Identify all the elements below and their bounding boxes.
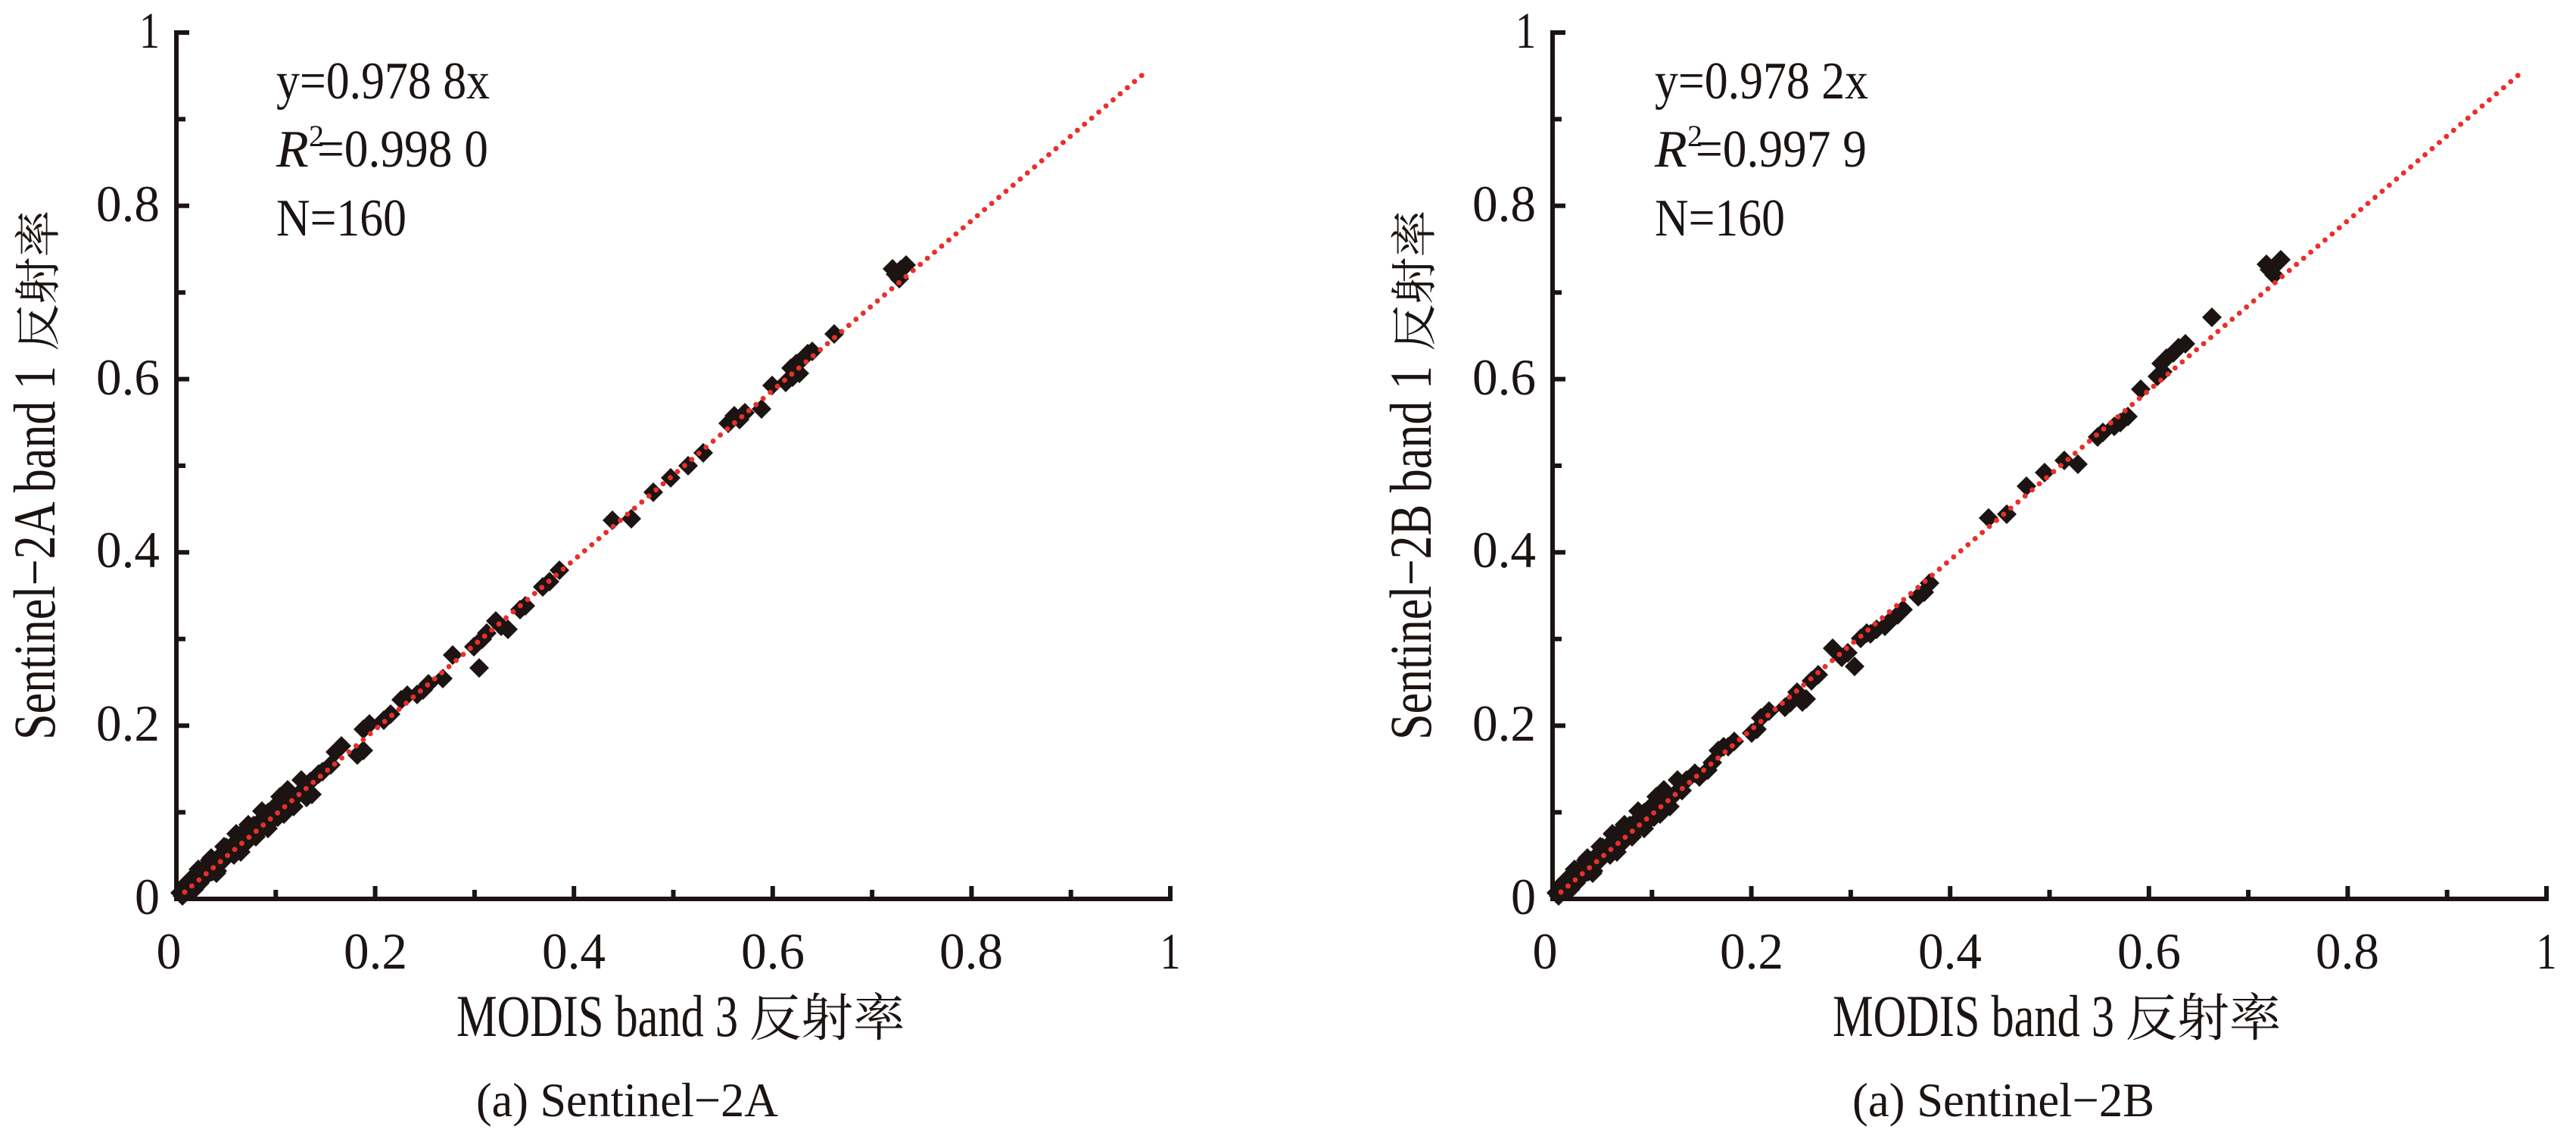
- svg-text:0.6: 0.6: [2117, 922, 2181, 980]
- svg-text:0.8: 0.8: [1472, 175, 1536, 232]
- svg-text:0.6: 0.6: [96, 348, 160, 406]
- svg-text:0.4: 0.4: [542, 922, 606, 980]
- svg-text:2: 2: [1687, 119, 1702, 153]
- svg-text:0.8: 0.8: [96, 175, 160, 232]
- svg-text:Sentinel−2A band 1: Sentinel−2A band 1: [2, 366, 67, 740]
- svg-text:1: 1: [2537, 922, 2557, 980]
- svg-text:N=160: N=160: [276, 189, 406, 248]
- svg-text:0: 0: [1533, 922, 1558, 980]
- svg-text:Sentinel−2B band 1: Sentinel−2B band 1: [1378, 366, 1444, 740]
- svg-text:R: R: [1654, 120, 1687, 179]
- svg-text:=0.998 0: =0.998 0: [317, 120, 488, 179]
- svg-text:0.8: 0.8: [2316, 922, 2379, 980]
- svg-text:0.4: 0.4: [1918, 922, 1982, 980]
- svg-text:0: 0: [135, 868, 160, 925]
- svg-text:0: 0: [157, 922, 182, 980]
- svg-text:0.2: 0.2: [344, 922, 407, 980]
- svg-text:(a) Sentinel−2A: (a) Sentinel−2A: [476, 1073, 778, 1127]
- svg-text:1: 1: [1160, 922, 1181, 980]
- svg-text:0.2: 0.2: [1472, 694, 1536, 752]
- svg-text:R: R: [276, 120, 309, 179]
- svg-text:2: 2: [309, 119, 324, 153]
- svg-text:MODIS band 3: MODIS band 3: [456, 983, 738, 1049]
- svg-text:1: 1: [139, 2, 160, 59]
- svg-text:MODIS band 3: MODIS band 3: [1833, 983, 2114, 1049]
- svg-text:=0.997 9: =0.997 9: [1696, 120, 1867, 179]
- svg-text:y=0.978 2x: y=0.978 2x: [1655, 52, 1868, 111]
- svg-text:(a) Sentinel−2B: (a) Sentinel−2B: [1852, 1073, 2154, 1127]
- svg-text:N=160: N=160: [1655, 189, 1785, 248]
- svg-text:0.4: 0.4: [1472, 521, 1536, 579]
- svg-text:0.6: 0.6: [741, 922, 805, 980]
- svg-text:1: 1: [1515, 2, 1536, 59]
- svg-text:0.8: 0.8: [939, 922, 1003, 980]
- svg-text:y=0.978 8x: y=0.978 8x: [276, 52, 490, 111]
- svg-text:0: 0: [1511, 868, 1536, 925]
- svg-text:0.2: 0.2: [96, 694, 160, 752]
- svg-text:0.6: 0.6: [1472, 348, 1536, 406]
- svg-text:0.2: 0.2: [1720, 922, 1783, 980]
- svg-text:0.4: 0.4: [96, 521, 160, 579]
